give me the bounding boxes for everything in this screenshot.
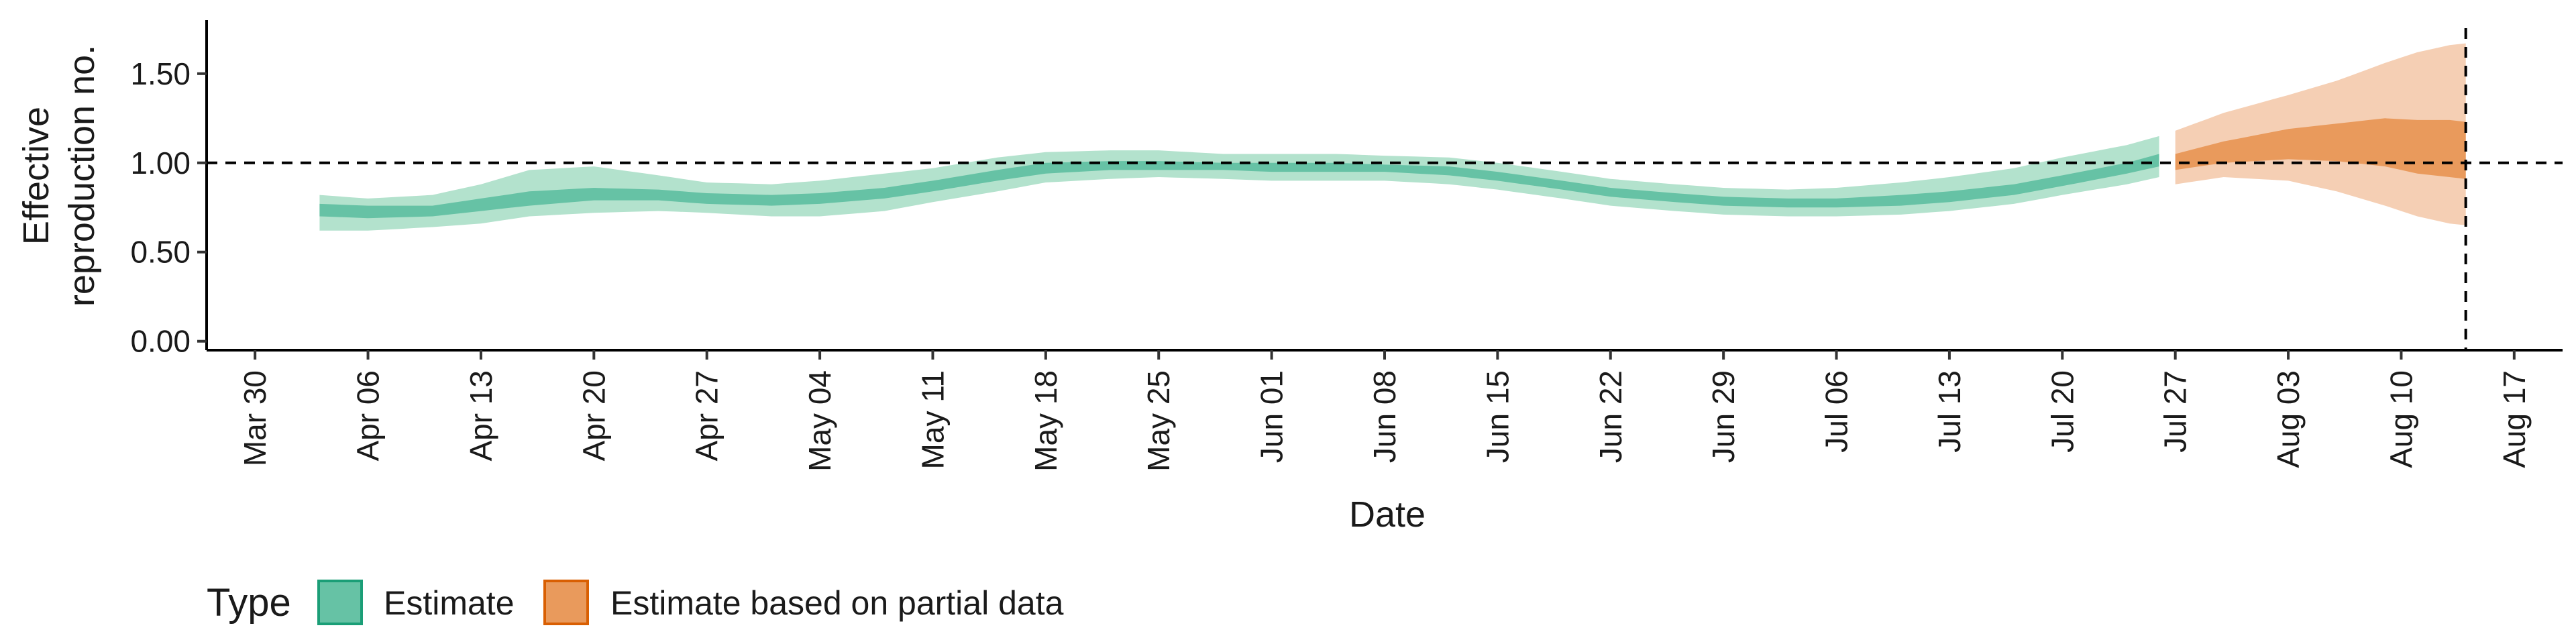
x-tick-label: Jul 20 [2045,370,2080,453]
x-tick-label: May 11 [916,370,951,469]
x-tick-label: Jun 01 [1254,370,1289,463]
x-tick-label: May 04 [802,370,837,472]
x-tick-label: May 25 [1141,370,1176,472]
x-tick-label: Jun 15 [1480,370,1515,463]
ribbon-layer [319,43,2466,231]
x-tick-label: Jun 22 [1593,370,1628,463]
x-tick-label: May 18 [1028,370,1063,472]
x-tick-label: Aug 17 [2497,370,2532,468]
y-tick-label: 0.50 [130,235,191,270]
x-tick-label: Jul 06 [1819,370,1854,453]
legend-label-estimate: Estimate [384,584,515,622]
legend: Type Estimate Estimate based on partial … [207,580,1064,625]
x-tick-label: Jun 08 [1367,370,1402,463]
x-axis-ticks: Mar 30 Apr 06 Apr 13 Apr 20 Apr 27 May 04 May … [237,350,2532,472]
x-tick-label: Aug 10 [2384,370,2419,468]
y-tick-label: 1.50 [130,56,191,91]
y-tick-label: 1.00 [130,146,191,180]
x-tick-label: Apr 20 [576,370,611,462]
x-tick-label: Jul 13 [1932,370,1967,453]
x-tick-label: Apr 13 [464,370,498,462]
y-axis-ticks: 0.00 0.50 1.00 1.50 [130,56,207,359]
reference-lines [207,28,2563,350]
x-axis-title: Date [1349,494,1426,535]
legend-key-partial [543,580,589,625]
x-tick-label: Jun 29 [1706,370,1741,463]
y-axis-title-line2: reproduction no. [62,45,102,307]
x-tick-label: Aug 03 [2271,370,2306,468]
legend-key-estimate [317,580,363,625]
legend-title: Type [207,581,291,625]
ribbon-estimate-90 [319,136,2159,231]
x-tick-label: Apr 27 [690,370,724,462]
y-axis-title-line1: Effective [16,107,56,245]
x-tick-label: Apr 06 [351,370,386,462]
x-tick-label: Jul 27 [2158,370,2193,453]
y-tick-label: 0.00 [130,324,191,359]
ribbon-estimate-50 [319,154,2159,219]
x-tick-label: Mar 30 [237,370,272,466]
legend-label-partial: Estimate based on partial data [610,584,1064,622]
